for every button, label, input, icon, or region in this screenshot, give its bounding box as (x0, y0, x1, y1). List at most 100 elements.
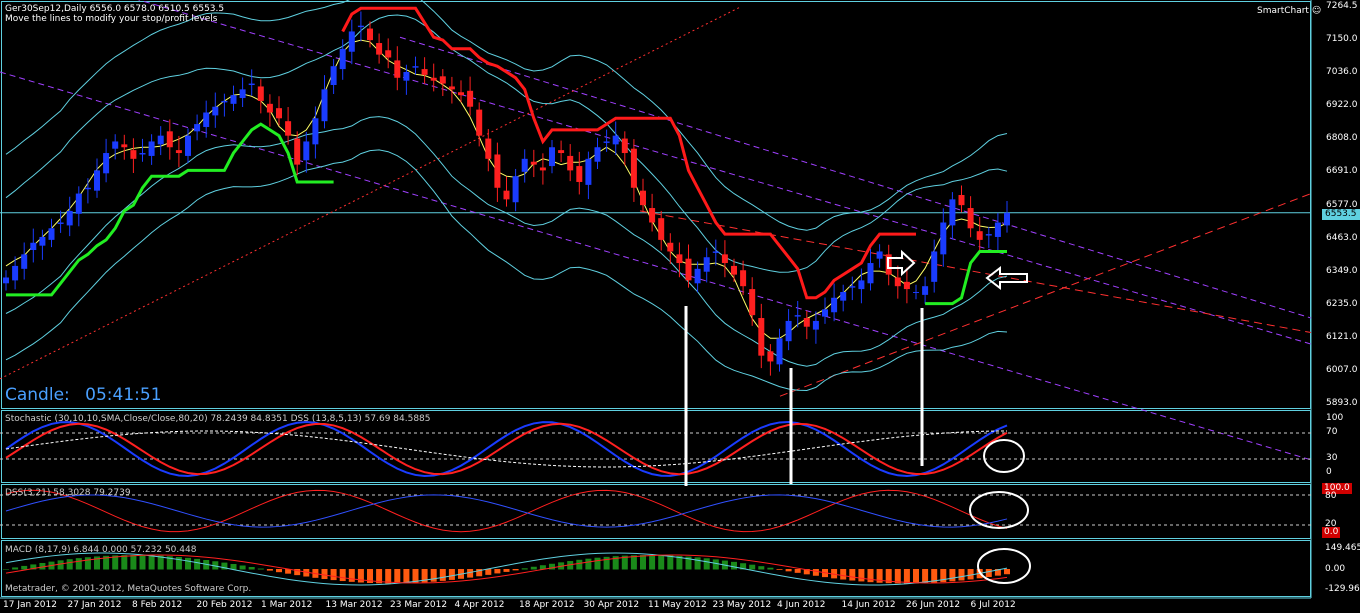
candle-body (21, 254, 28, 269)
macd-histogram-bar (212, 561, 219, 570)
stoch-panel-label: Stochastic (30,10,10,SMA,Close/Close,80,… (5, 414, 431, 424)
macd-histogram-bar (430, 569, 437, 582)
candle-body (467, 90, 474, 107)
price-tick: 7150.0 (1326, 34, 1358, 45)
macd-histogram-bar (694, 557, 701, 570)
macd-histogram-bar (467, 569, 474, 578)
macd-histogram-bar (530, 566, 537, 570)
candle-body (266, 103, 273, 113)
trailing-stop-up (925, 250, 1007, 306)
candle-timer-label: Candle: (5, 385, 70, 405)
macd-histogram-bar (75, 558, 82, 570)
macd-histogram-bar (903, 569, 910, 584)
candle-body (958, 195, 965, 206)
candle-body (985, 234, 992, 236)
trendline-dashed-1 (639, 210, 1312, 333)
macd-histogram-bar (185, 557, 191, 570)
macd-histogram-bar (940, 569, 947, 583)
macd-histogram-bar (503, 569, 510, 572)
macd-histogram-bar (949, 569, 956, 582)
macd-histogram-bar (403, 569, 410, 584)
macd-histogram-bar (539, 565, 546, 570)
macd-histogram-bar (3, 569, 9, 570)
candle-body (576, 166, 583, 182)
candle-body (558, 150, 565, 154)
candle-body (694, 268, 701, 284)
candle-body (549, 147, 555, 167)
date-tick: 17 Jan 2012 (3, 600, 57, 610)
candle-body (494, 154, 501, 188)
candle-body (148, 141, 155, 156)
moving-average (5, 39, 1008, 339)
macd-histogram-bar (776, 569, 783, 570)
smartchart-label[interactable]: SmartChart ☺ (1257, 6, 1321, 16)
smartchart-text: SmartChart (1257, 6, 1309, 16)
price-tick: 6349.0 (1326, 265, 1358, 276)
candle-body (721, 254, 728, 264)
macd-histogram-bar (412, 569, 419, 583)
candle-body (385, 50, 392, 58)
macd-histogram-bar (794, 569, 801, 573)
macd-histogram-bar (439, 569, 446, 581)
candle-body (103, 153, 110, 174)
date-tick: 30 Apr 2012 (583, 600, 640, 610)
macd-histogram-bar (649, 555, 656, 570)
candle-body (913, 291, 919, 293)
macd-histogram-bar (703, 558, 710, 570)
candle-body (203, 112, 210, 127)
macd-histogram-bar (94, 556, 100, 570)
macd-histogram-bar (421, 569, 428, 583)
macd-histogram-bar (967, 569, 974, 580)
macd-histogram-bar (1004, 569, 1010, 575)
macd-histogram-bar (858, 569, 865, 582)
macd-histogram-bar (922, 569, 929, 584)
candle-body (185, 135, 191, 156)
trailing-stop-down (341, 6, 916, 300)
candle-body (994, 222, 1001, 237)
candle-body (685, 258, 692, 281)
dss-layer (0, 489, 1311, 533)
candle-body (767, 351, 774, 362)
macd-histogram-bar (84, 557, 91, 570)
macd-histogram-bar (913, 569, 919, 584)
date-tick: 14 Jun 2012 (841, 600, 896, 610)
macd-tick-high: 149.465 (1325, 543, 1360, 553)
candle-body (785, 320, 792, 342)
candle-body (221, 100, 228, 103)
candle-body (121, 144, 128, 148)
price-tick: 5893.0 (1326, 398, 1358, 408)
date-tick: 6 Jul 2012 (970, 600, 1016, 610)
macd-histogram-bar (958, 569, 965, 581)
macd-histogram-bar (549, 563, 555, 570)
arrow-right-icon (887, 249, 916, 277)
candle-timer: Candle: 05:41:51 (5, 385, 162, 405)
band-upper-outer (5, 0, 1008, 231)
date-tick: 1 Mar 2012 (261, 600, 313, 610)
candle-body (658, 218, 665, 240)
stoch-slow-line (5, 430, 1008, 468)
candle-body (831, 297, 838, 313)
macd-histogram-bar (57, 560, 64, 570)
dss-line (5, 489, 1008, 533)
date-tick: 26 Jun 2012 (906, 600, 961, 610)
macd-histogram-bar (740, 563, 747, 570)
candle-body (521, 158, 528, 172)
candle-body (421, 69, 428, 75)
candle-body (312, 118, 319, 145)
candle-body (39, 236, 46, 246)
annotation-layer (684, 249, 1031, 584)
macd-histogram-bar (785, 569, 792, 572)
macd-histogram-bar (239, 565, 246, 570)
macd-histogram-bar (512, 569, 519, 571)
candle-body (403, 71, 410, 81)
macd-histogram-bar (749, 564, 756, 570)
macd-histogram-bar (339, 569, 346, 582)
macd-histogram-bar (849, 569, 856, 581)
candle-body (12, 265, 19, 281)
macd-histogram-bar (130, 555, 137, 570)
macd-histogram-bar (357, 569, 364, 583)
macd-histogram-bar (994, 569, 1001, 576)
candle-body (248, 83, 255, 86)
macd-histogram-bar (767, 567, 774, 570)
